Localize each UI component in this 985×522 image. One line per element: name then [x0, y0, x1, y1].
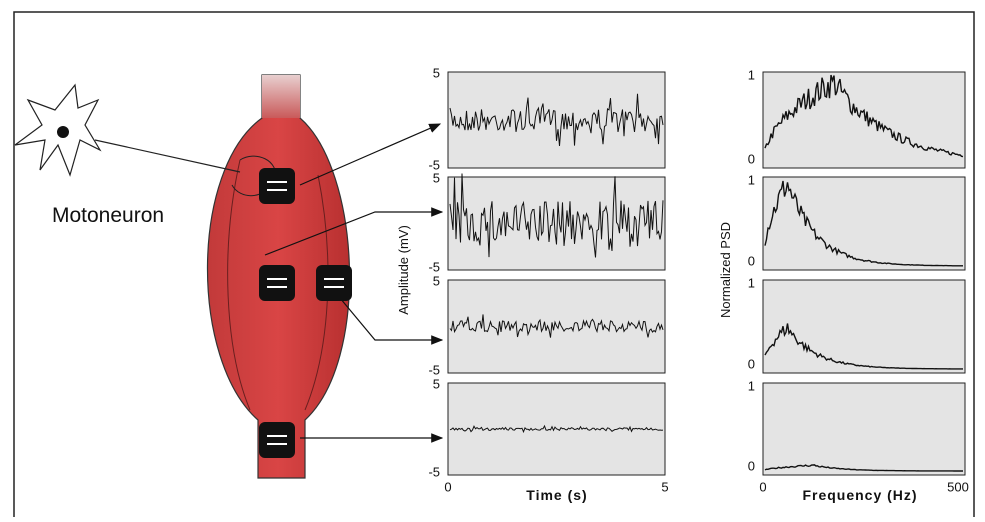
psd-panel: [763, 72, 965, 168]
frequency-axis-label: Frequency (Hz): [802, 487, 917, 503]
y-tick-label: -5: [428, 259, 440, 274]
x-tick-label: 5: [661, 479, 668, 494]
y-tick-label: -5: [428, 464, 440, 479]
amplitude-axis-label: Amplitude (mV): [396, 225, 411, 315]
y-tick-label: 5: [433, 273, 440, 288]
y-tick-label: 1: [748, 172, 755, 187]
y-tick-label: 5: [433, 376, 440, 391]
y-tick-label: 0: [748, 458, 755, 473]
x-tick-label: 0: [444, 479, 451, 494]
figure: Motoneuron 5-5105-5105-5105-510050500 Ti…: [0, 0, 985, 517]
y-tick-label: 1: [748, 67, 755, 82]
y-tick-label: 1: [748, 275, 755, 290]
x-tick-label: 0: [759, 479, 766, 494]
y-tick-label: 0: [748, 151, 755, 166]
time-axis-label: Time (s): [526, 487, 587, 503]
psd-panel: [763, 177, 965, 270]
electrode: [259, 168, 295, 204]
electrode: [316, 265, 352, 301]
electrode: [259, 422, 295, 458]
y-tick-label: 1: [748, 378, 755, 393]
y-tick-label: 0: [748, 253, 755, 268]
electrode: [259, 265, 295, 301]
y-tick-label: -5: [428, 362, 440, 377]
psd-panel: [763, 383, 965, 475]
x-tick-label: 500: [947, 479, 969, 494]
y-tick-label: 5: [433, 170, 440, 185]
psd-panel: [763, 280, 965, 373]
tendon: [262, 75, 300, 118]
psd-axis-label: Normalized PSD: [718, 222, 733, 318]
motoneuron-label: Motoneuron: [52, 204, 164, 227]
nucleus: [57, 126, 69, 138]
axon: [95, 140, 240, 172]
y-tick-label: 0: [748, 356, 755, 371]
y-tick-label: 5: [433, 65, 440, 80]
